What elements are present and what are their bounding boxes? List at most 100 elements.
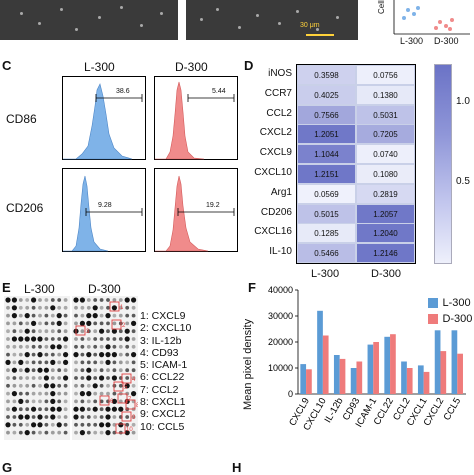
array-spot [44, 407, 49, 412]
heatmap-cell: 1.2057 [356, 203, 415, 224]
array-spot [38, 321, 42, 326]
array-spot [105, 313, 111, 319]
array-spot [80, 376, 85, 380]
array-spot [99, 298, 104, 302]
legend-label-l300: L-300 [442, 296, 471, 309]
array-spot [125, 415, 130, 419]
array-spot [118, 422, 124, 428]
heatmap-cell: 1.2040 [356, 223, 415, 244]
array-spot [131, 391, 137, 397]
array-spot [6, 368, 10, 373]
array-spot [44, 337, 49, 341]
array-spot [57, 298, 62, 302]
array-spot [99, 313, 104, 318]
array-spot [73, 297, 79, 303]
cytokine-list-item: 8: CXCL1 [140, 396, 186, 409]
array-spot [93, 344, 98, 349]
array-spot [56, 320, 62, 326]
array-spot [79, 430, 85, 436]
array-spot [124, 336, 130, 342]
heatmap-row-label: CD206 [260, 206, 292, 218]
array-spot [125, 360, 130, 365]
array-spot [18, 430, 23, 435]
array-spot [12, 383, 17, 388]
array-spot [125, 313, 130, 318]
array-spot [31, 430, 36, 435]
row-label-cd206: CD206 [6, 201, 44, 215]
array-spot [73, 352, 79, 358]
array-spot [118, 352, 123, 357]
array-spot [25, 376, 30, 380]
array-spot [112, 368, 117, 373]
array-spot [92, 406, 98, 412]
array-spot [50, 352, 55, 357]
heatmap-cell: 0.1080 [356, 164, 415, 184]
array-spot [31, 422, 37, 428]
array-spot [74, 321, 78, 326]
heatmap-row: 0.5015 1.2057 [297, 203, 417, 224]
array-spot [18, 376, 23, 380]
array-highlight-box [109, 301, 120, 312]
mini-plot-xlabel-d300: D-300 [434, 36, 459, 46]
array-spot [99, 344, 104, 349]
array-spot [18, 321, 23, 326]
array-spot [131, 360, 136, 365]
array-spot [57, 329, 62, 334]
array-spot-number: 5 [124, 385, 128, 391]
array-spot [18, 305, 23, 310]
heatmap-cell: 1.2151 [297, 164, 356, 184]
array-spot [24, 352, 30, 358]
array-spot [80, 329, 85, 334]
array-spot [50, 398, 56, 404]
array-spot [118, 368, 123, 373]
heatmap-cell: 0.0740 [356, 144, 415, 165]
bar-d-300 [406, 368, 413, 394]
array-spot [25, 399, 30, 404]
bar-l-300 [417, 365, 424, 394]
histogram-cd86-d300 [154, 76, 238, 160]
array-spot [11, 391, 17, 397]
array-spot [50, 368, 55, 373]
array-spot [18, 398, 24, 404]
array-spot [86, 313, 92, 319]
array-spot [93, 399, 98, 404]
bar-l-300 [434, 330, 441, 394]
array-spot [80, 344, 85, 349]
array-spot [125, 305, 130, 310]
array-spot [105, 352, 111, 358]
bar-d-300 [339, 358, 346, 394]
heatmap-cell: 0.0756 [356, 65, 415, 85]
array-spot [63, 321, 68, 326]
array-spot [18, 383, 23, 388]
array-spot [118, 360, 123, 365]
array-spot [25, 321, 30, 326]
bar-d-300 [440, 351, 447, 394]
cell-count-mini-plot [393, 0, 470, 35]
y-tick-label: 10000 [268, 363, 293, 373]
array-spot [99, 430, 104, 435]
array-spot [50, 383, 56, 389]
array-spot [105, 414, 111, 420]
array-spot [24, 313, 30, 319]
array-spot [92, 383, 98, 389]
array-spot [57, 391, 62, 396]
array-spot [12, 376, 17, 380]
array-spot [50, 414, 56, 420]
heatmap-row-label: CCL2 [266, 107, 292, 119]
heatmap-row: 0.7566 0.5031 [297, 104, 417, 125]
array-spot [31, 360, 36, 365]
array-spot [57, 430, 62, 435]
array-spot [57, 399, 62, 404]
array-spot [6, 376, 10, 380]
array-spot [112, 313, 117, 318]
array-spot [31, 297, 37, 303]
array-spot [80, 352, 85, 357]
array-spot [31, 376, 36, 380]
array-spot [118, 313, 123, 318]
array-spot [57, 337, 62, 341]
heatmap-row: 1.2051 0.7205 [297, 124, 417, 145]
heatmap-row: 1.1044 0.0740 [297, 144, 417, 165]
array-spot [12, 352, 17, 357]
array-spot [44, 422, 49, 427]
array-spot [118, 383, 123, 388]
